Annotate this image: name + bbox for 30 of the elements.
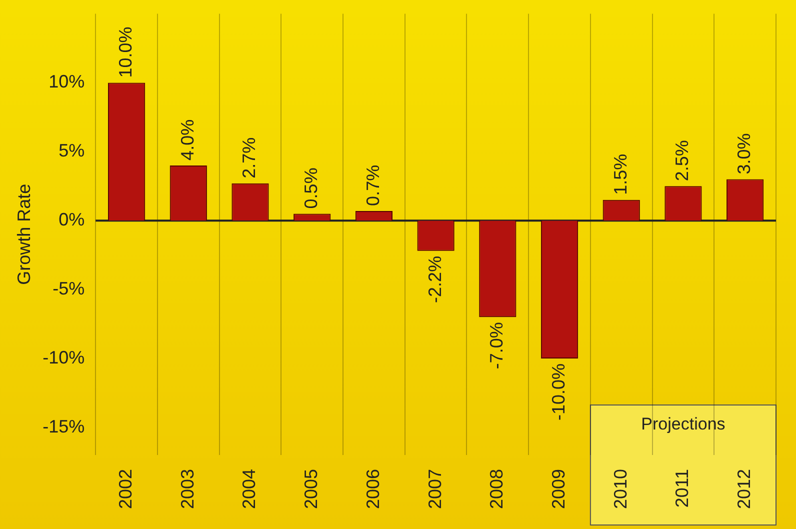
x-tick-label: 2011 [672, 468, 692, 508]
data-label: -7.0% [486, 322, 507, 370]
x-tick-label: 2010 [610, 468, 630, 510]
data-label: 1.5% [610, 154, 630, 195]
y-tick-label: -15% [42, 416, 85, 436]
data-label: 4.0% [177, 119, 198, 160]
data-label: -2.2% [424, 256, 445, 303]
data-label: 10.0% [116, 26, 136, 78]
y-tick-label: 10% [48, 72, 85, 92]
x-tick-label: 2005 [301, 468, 322, 510]
y-tick-label: -10% [42, 347, 85, 368]
y-tick-label: 0% [58, 210, 85, 230]
x-tick-label: 2008 [486, 468, 507, 510]
data-label: -10.0% [548, 363, 568, 420]
y-tick-label: -5% [52, 278, 85, 298]
y-axis-title: Growth Rate [14, 184, 34, 285]
x-tick-label: 2006 [362, 468, 383, 510]
x-tick-label: 2004 [239, 468, 260, 510]
data-label: 0.7% [362, 164, 383, 206]
y-tick-label: 5% [58, 140, 85, 161]
x-tick-label: 2007 [424, 468, 445, 510]
data-label: 0.5% [301, 168, 322, 209]
x-tick-label: 2009 [548, 468, 568, 510]
x-tick-label: 2002 [116, 468, 136, 510]
data-label: 2.5% [672, 140, 692, 182]
data-label: 3.0% [734, 133, 754, 174]
data-label: 2.7% [239, 137, 260, 178]
x-tick-label: 2012 [734, 468, 754, 510]
band-label: Projections [641, 414, 726, 434]
x-tick-label: 2003 [177, 468, 198, 510]
